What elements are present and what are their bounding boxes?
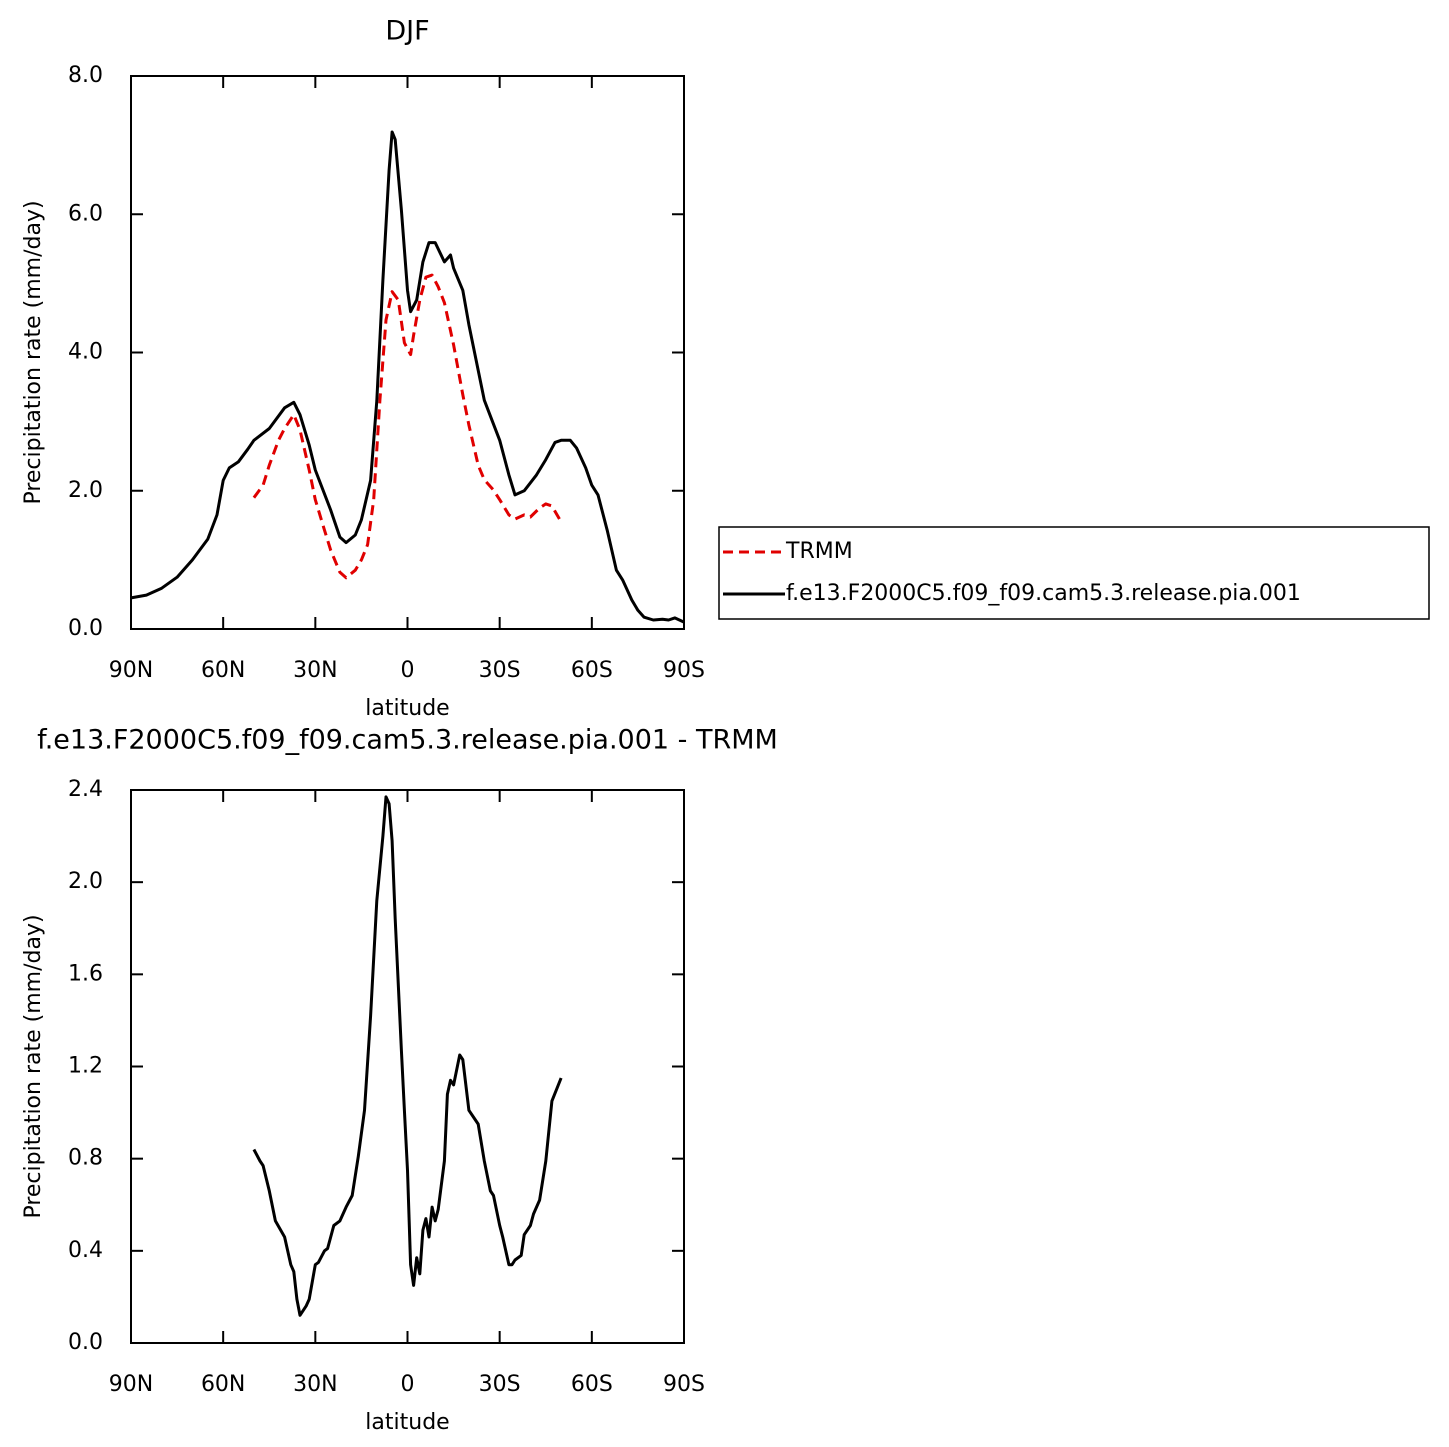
x-tick-label: 30N xyxy=(293,658,337,683)
data-line xyxy=(130,130,685,624)
x-tick-label: 60N xyxy=(201,1372,245,1397)
x-tick-label: 60N xyxy=(201,658,245,683)
y-tick-label: 2.0 xyxy=(68,478,103,503)
y-tick-label: 0.0 xyxy=(68,616,103,641)
x-tick-label: 90N xyxy=(109,658,153,683)
y-tick-label: 6.0 xyxy=(68,201,103,226)
x-tick-label: 90S xyxy=(663,1372,705,1397)
x-tick-label: 0 xyxy=(401,1372,415,1397)
y-tick-label: 2.0 xyxy=(68,869,103,894)
chart-title: f.e13.F2000C5.f09_f09.cam5.3.release.pia… xyxy=(37,725,778,756)
plot-frame xyxy=(130,75,685,630)
chart-title: DJF xyxy=(385,16,429,47)
y-tick-label: 1.2 xyxy=(68,1054,103,1079)
x-tick-label: 90S xyxy=(663,658,705,683)
legend-box xyxy=(718,526,1430,620)
x-axis-label: latitude xyxy=(365,1410,449,1435)
y-tick-label: 0.8 xyxy=(68,1146,103,1171)
x-tick-label: 30N xyxy=(293,1372,337,1397)
x-axis-label: latitude xyxy=(365,696,449,721)
x-tick-label: 30S xyxy=(479,1372,521,1397)
data-line xyxy=(252,273,563,580)
plot-frame xyxy=(130,789,685,1344)
y-tick-label: 4.0 xyxy=(68,340,103,365)
x-tick-label: 0 xyxy=(401,658,415,683)
y-tick-label: 0.0 xyxy=(68,1330,103,1355)
x-tick-label: 60S xyxy=(571,1372,613,1397)
y-tick-label: 8.0 xyxy=(68,63,103,88)
y-axis-label: Precipitation rate (mm/day) xyxy=(21,914,46,1218)
x-tick-label: 30S xyxy=(479,658,521,683)
x-tick-label: 90N xyxy=(109,1372,153,1397)
legend-label: f.e13.F2000C5.f09_f09.cam5.3.release.pia… xyxy=(786,581,1301,606)
y-tick-label: 2.4 xyxy=(68,777,103,802)
legend-label: TRMM xyxy=(785,539,853,564)
y-tick-label: 0.4 xyxy=(68,1238,103,1263)
data-line xyxy=(252,795,563,1317)
y-axis-label: Precipitation rate (mm/day) xyxy=(21,200,46,504)
y-tick-label: 1.6 xyxy=(68,961,103,986)
x-tick-label: 60S xyxy=(571,658,613,683)
